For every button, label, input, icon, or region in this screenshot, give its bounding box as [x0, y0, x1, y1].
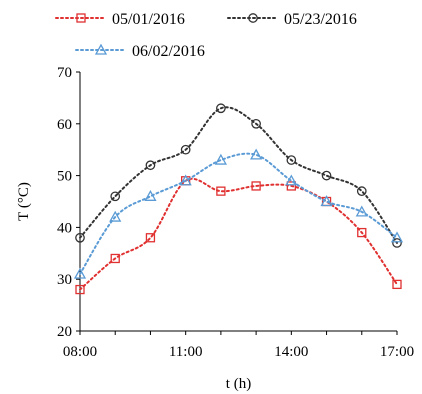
series-3: [73, 148, 404, 279]
legend-label: 05/23/2016: [284, 11, 357, 28]
data-point: [75, 284, 85, 295]
axes: 20 30 40 50 60 70 08:00 11:00 14:00 17:00: [57, 65, 414, 360]
data-point: [145, 160, 156, 171]
series-line: [79, 152, 398, 276]
series-line: [79, 106, 398, 244]
data-point: [109, 210, 122, 222]
data-point: [179, 174, 192, 186]
data-point: [75, 232, 85, 243]
series-line: [79, 177, 398, 291]
legend-marker: [94, 43, 108, 55]
x-tick-label: 08:00: [63, 344, 97, 360]
legend: 05/01/2016 05/23/2016 06/02/2016: [55, 11, 357, 60]
data-point: [216, 186, 226, 196]
y-axis-label: T (°C): [16, 182, 32, 221]
data-point: [392, 279, 402, 290]
legend-marker: [248, 13, 258, 23]
x-axis-label: t (h): [226, 376, 251, 392]
x-ticks: 08:00 11:00 14:00 17:00: [63, 331, 414, 360]
y-tick-label: 60: [57, 117, 72, 133]
data-point: [390, 231, 404, 243]
legend-label: 06/02/2016: [132, 43, 205, 60]
data-point: [180, 144, 191, 155]
data-point: [145, 233, 156, 243]
data-point: [357, 227, 367, 238]
data-point: [214, 153, 227, 165]
data-point: [251, 118, 261, 129]
data-point: [355, 205, 368, 217]
data-point: [110, 191, 121, 202]
y-tick-label: 20: [57, 324, 72, 340]
data-point: [144, 189, 157, 201]
data-point: [356, 186, 367, 196]
y-tick-label: 70: [57, 65, 72, 81]
data-point: [110, 253, 120, 264]
legend-item: 05/01/2016: [55, 11, 185, 28]
series-2: [75, 103, 402, 248]
data-point: [392, 238, 402, 248]
data-point: [320, 195, 333, 207]
y-tick-label: 30: [57, 272, 72, 288]
legend-item: 05/23/2016: [227, 11, 357, 28]
x-tick-label: 14:00: [274, 344, 308, 360]
series-1: [75, 176, 402, 295]
legend-label: 05/01/2016: [112, 11, 185, 28]
data-point: [216, 103, 226, 114]
legend-item: 06/02/2016: [75, 43, 205, 60]
data-point: [250, 148, 263, 160]
x-tick-label: 17:00: [380, 344, 414, 360]
legend-marker: [76, 13, 86, 23]
y-tick-label: 50: [57, 169, 72, 185]
data-point: [286, 155, 297, 165]
x-tick-label: 11:00: [169, 344, 203, 360]
data-point: [73, 267, 87, 279]
y-tick-label: 40: [57, 220, 72, 236]
y-ticks: 20 30 40 50 60 70: [57, 65, 80, 340]
data-point: [251, 181, 261, 191]
data-point: [321, 170, 332, 181]
series-layer: [73, 103, 404, 295]
data-point: [285, 174, 298, 186]
data-point: [286, 181, 296, 191]
